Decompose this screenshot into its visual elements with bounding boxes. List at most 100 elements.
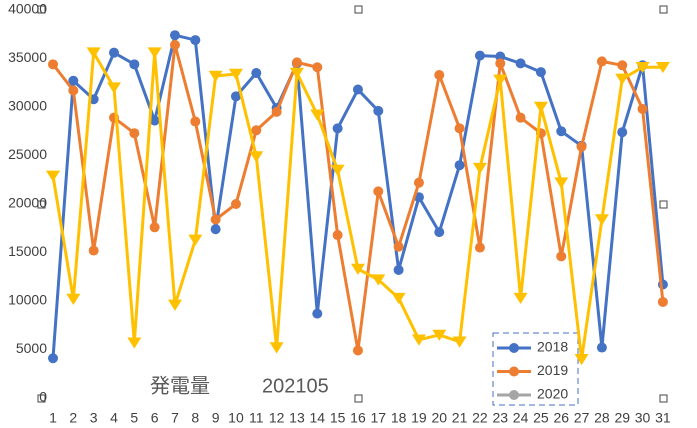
data-point (330, 164, 345, 176)
data-point (617, 127, 628, 138)
data-point (129, 59, 140, 70)
x-tick-label: 11 (249, 410, 264, 426)
data-point (515, 58, 526, 69)
data-point (249, 151, 264, 163)
data-point (188, 234, 203, 246)
data-point (149, 222, 160, 233)
data-point (533, 101, 548, 113)
x-tick-label: 29 (614, 410, 630, 426)
data-point (513, 292, 528, 305)
data-point (391, 292, 406, 305)
data-point (454, 160, 465, 171)
data-point (472, 162, 487, 175)
data-point (169, 30, 180, 41)
data-point (452, 336, 467, 348)
x-tick-label: 22 (472, 410, 488, 426)
x-tick-label: 26 (553, 410, 569, 426)
x-tick-label: 30 (635, 410, 651, 426)
data-point (474, 242, 485, 253)
data-point (312, 308, 323, 319)
data-point (574, 353, 589, 366)
data-point (210, 214, 221, 225)
data-point (291, 57, 302, 68)
legend-label: 2018 (537, 339, 568, 355)
x-tick-label: 12 (269, 410, 285, 426)
data-point (230, 91, 241, 102)
data-point (147, 47, 162, 59)
x-tick-label: 24 (513, 410, 529, 426)
x-tick-label: 17 (370, 410, 386, 426)
data-point (434, 227, 445, 238)
legend-label: 2019 (537, 362, 568, 378)
x-tick-label: 23 (492, 410, 508, 426)
data-point (230, 199, 241, 209)
x-tick-label: 2 (69, 410, 77, 426)
data-point (454, 123, 465, 134)
x-tick-label: 4 (110, 410, 118, 426)
data-point (371, 274, 386, 286)
y-tick-label: 30000 (8, 98, 47, 114)
data-point (251, 68, 262, 79)
data-point (68, 85, 79, 96)
data-point (411, 334, 426, 346)
x-tick-label: 1 (49, 410, 57, 426)
data-point (535, 67, 546, 78)
data-point (106, 82, 121, 94)
x-tick-label: 6 (151, 410, 159, 426)
data-point (637, 103, 648, 114)
data-point (493, 74, 508, 86)
x-tick-label: 5 (130, 410, 138, 426)
series (48, 39, 668, 356)
data-point (495, 58, 506, 69)
legend-label: 2020 (537, 386, 568, 402)
x-tick-label: 10 (228, 410, 244, 426)
data-point (576, 141, 587, 152)
x-tick-label: 14 (310, 410, 326, 426)
data-point (655, 61, 670, 74)
x-tick-label: 15 (330, 410, 346, 426)
data-point (310, 109, 325, 121)
data-point (127, 337, 142, 349)
data-point (210, 224, 221, 235)
y-tick-label: 0 (39, 389, 47, 405)
data-point (373, 105, 384, 116)
data-point (373, 186, 384, 197)
y-tick-label: 15000 (8, 243, 47, 259)
data-point (432, 329, 447, 341)
data-point (86, 47, 101, 59)
data-point (594, 214, 609, 226)
x-tick-label: 19 (411, 410, 427, 426)
data-point (129, 128, 140, 139)
x-tick-label: 20 (431, 410, 447, 426)
x-tick-label: 21 (452, 410, 468, 426)
data-point (108, 47, 119, 58)
data-point (66, 293, 81, 306)
data-point (352, 84, 363, 95)
data-point (88, 245, 99, 256)
data-point (515, 112, 526, 123)
data-point (556, 251, 567, 262)
chart-subtitle: 202105 (262, 375, 329, 397)
legend-marker (509, 390, 519, 400)
y-tick-label: 35000 (8, 49, 47, 65)
data-point (190, 35, 201, 46)
data-point (617, 60, 628, 71)
x-tick-label: 25 (533, 410, 549, 426)
data-point (352, 345, 363, 356)
data-point (554, 177, 569, 189)
data-point (269, 342, 284, 354)
x-tick-label: 9 (212, 410, 220, 426)
series (46, 47, 670, 366)
data-point (228, 68, 243, 80)
data-point (167, 299, 182, 311)
data-point (413, 177, 424, 188)
data-point (68, 75, 79, 86)
y-tick-label: 25000 (8, 146, 47, 162)
legend-marker (509, 343, 519, 353)
data-point (271, 106, 282, 117)
data-point (596, 342, 607, 353)
y-tick-label: 40000 (8, 1, 47, 17)
data-point (312, 62, 323, 73)
data-point (48, 353, 58, 364)
